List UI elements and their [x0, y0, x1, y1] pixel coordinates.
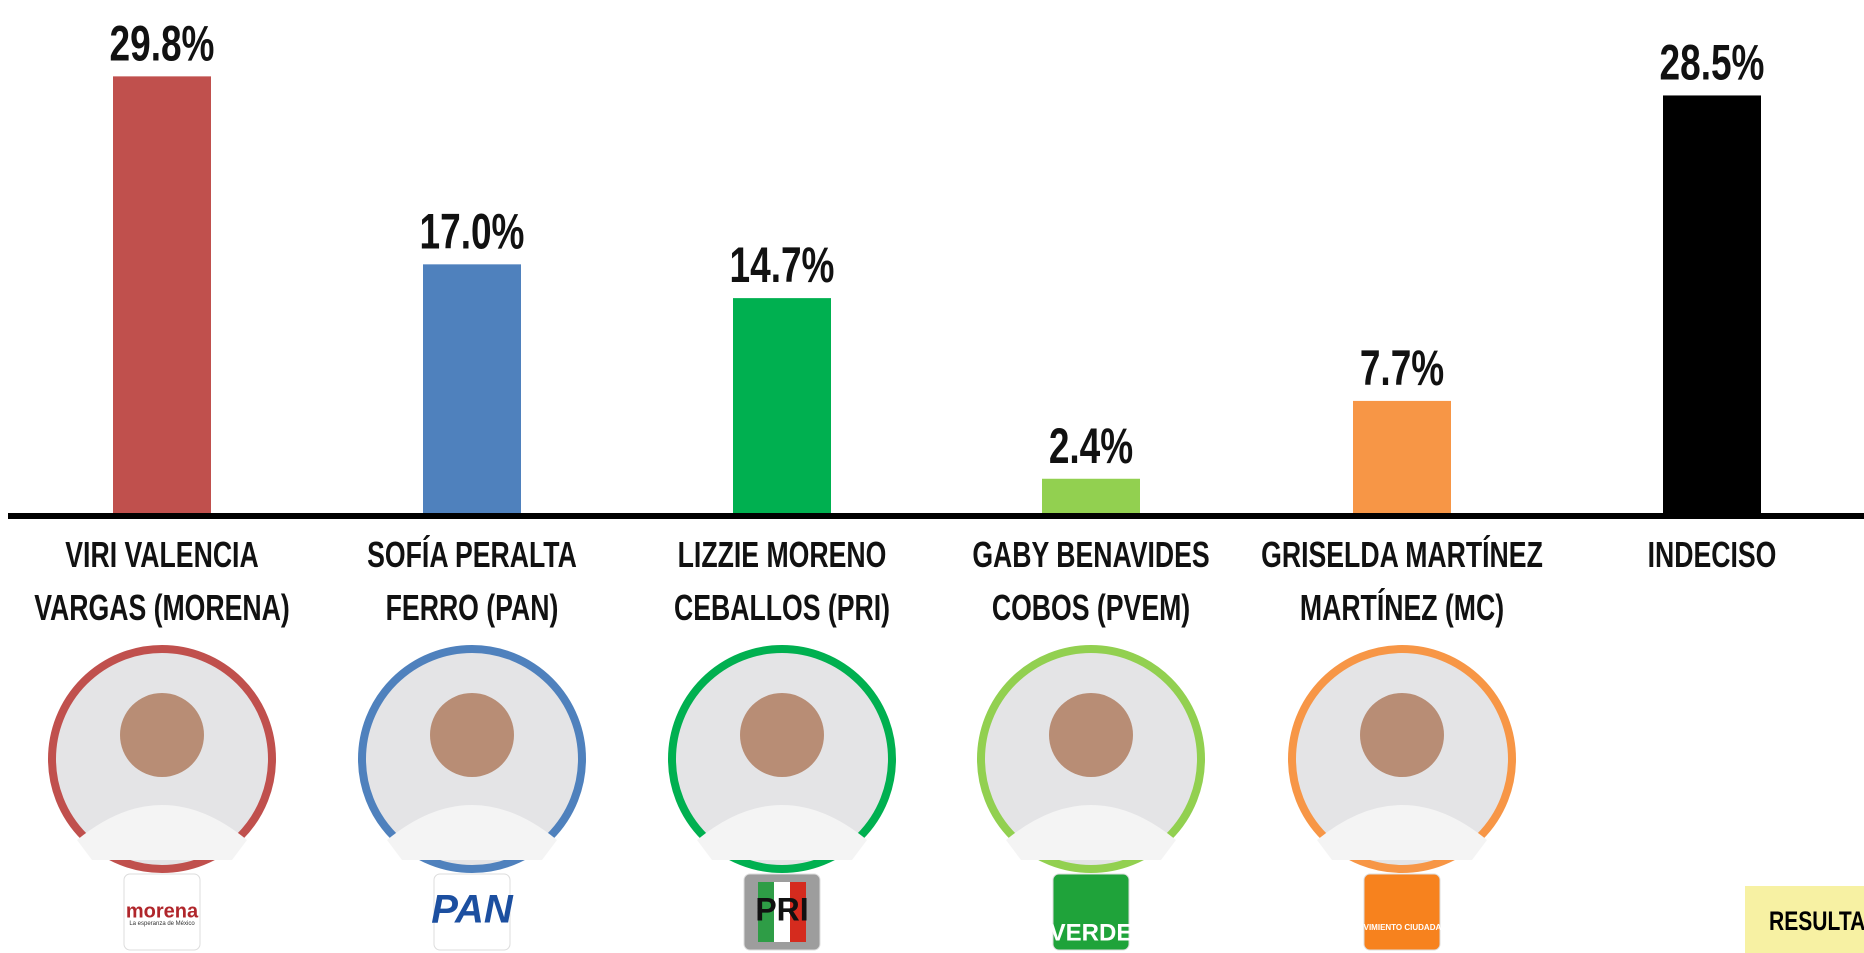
- value-label-group: 17.0%: [420, 204, 525, 260]
- party-logo: [1363, 873, 1441, 951]
- value-label: 2.4%: [1049, 418, 1133, 474]
- party-logo-text: PAN: [431, 888, 514, 932]
- photo-head: [1049, 693, 1133, 777]
- photo-head: [1360, 693, 1444, 777]
- value-label: 29.8%: [110, 16, 215, 72]
- photo-body: [1317, 805, 1487, 860]
- party-logo-text: morena: [126, 900, 199, 922]
- baseline: [8, 513, 1864, 519]
- party-logo-text: VERDE: [1050, 919, 1133, 946]
- party-logo: [1052, 873, 1130, 951]
- category-label: GRISELDA MARTÍNEZ MARTÍNEZ (MC): [1261, 534, 1543, 628]
- category-label: INDECISO: [1647, 534, 1777, 575]
- value-label: 28.5%: [1660, 35, 1765, 91]
- bar: [1663, 95, 1761, 514]
- value-label-group: 29.8%: [110, 16, 215, 72]
- photo-body: [697, 805, 867, 860]
- value-label: 17.0%: [420, 204, 525, 260]
- footer-tag-text: RESULTAD: [1769, 906, 1864, 936]
- category-label: SOFÍA PERALTA FERRO (PAN): [367, 534, 577, 628]
- party-logo: [123, 873, 201, 951]
- footer-tag: RESULTAD: [1745, 886, 1864, 953]
- photo-head: [430, 693, 514, 777]
- photo-head: [120, 693, 204, 777]
- photo-body: [1006, 805, 1176, 860]
- value-label: 14.7%: [730, 238, 835, 294]
- value-label: 7.7%: [1360, 341, 1444, 397]
- logo-stripe: [758, 882, 774, 942]
- value-label-group: 2.4%: [1049, 418, 1133, 474]
- party-logo-text: MOVIMIENTO CIUDADANO: [1351, 923, 1454, 932]
- party-logo-text: PRI: [755, 891, 808, 927]
- bar: [113, 76, 211, 514]
- photo-body: [387, 805, 557, 860]
- bar: [733, 298, 831, 514]
- logo-stripe: [774, 882, 790, 942]
- bar: [1042, 478, 1140, 514]
- category-label: LIZZIE MORENO CEBALLOS (PRI): [673, 534, 891, 628]
- category-label: GABY BENAVIDES COBOS (PVEM): [972, 534, 1210, 628]
- bar: [423, 264, 521, 514]
- value-label-group: 7.7%: [1360, 341, 1444, 397]
- photo-head: [740, 693, 824, 777]
- bar: [1353, 400, 1451, 514]
- value-label-group: 14.7%: [730, 238, 835, 294]
- value-label-group: 28.5%: [1660, 35, 1765, 91]
- party-logo-tagline: La esperanza de México: [129, 921, 195, 927]
- category-label: VIRI VALENCIA VARGAS (MORENA): [34, 534, 290, 628]
- party-logo: [433, 873, 511, 951]
- photo-body: [77, 805, 247, 860]
- logo-stripe: [790, 882, 806, 942]
